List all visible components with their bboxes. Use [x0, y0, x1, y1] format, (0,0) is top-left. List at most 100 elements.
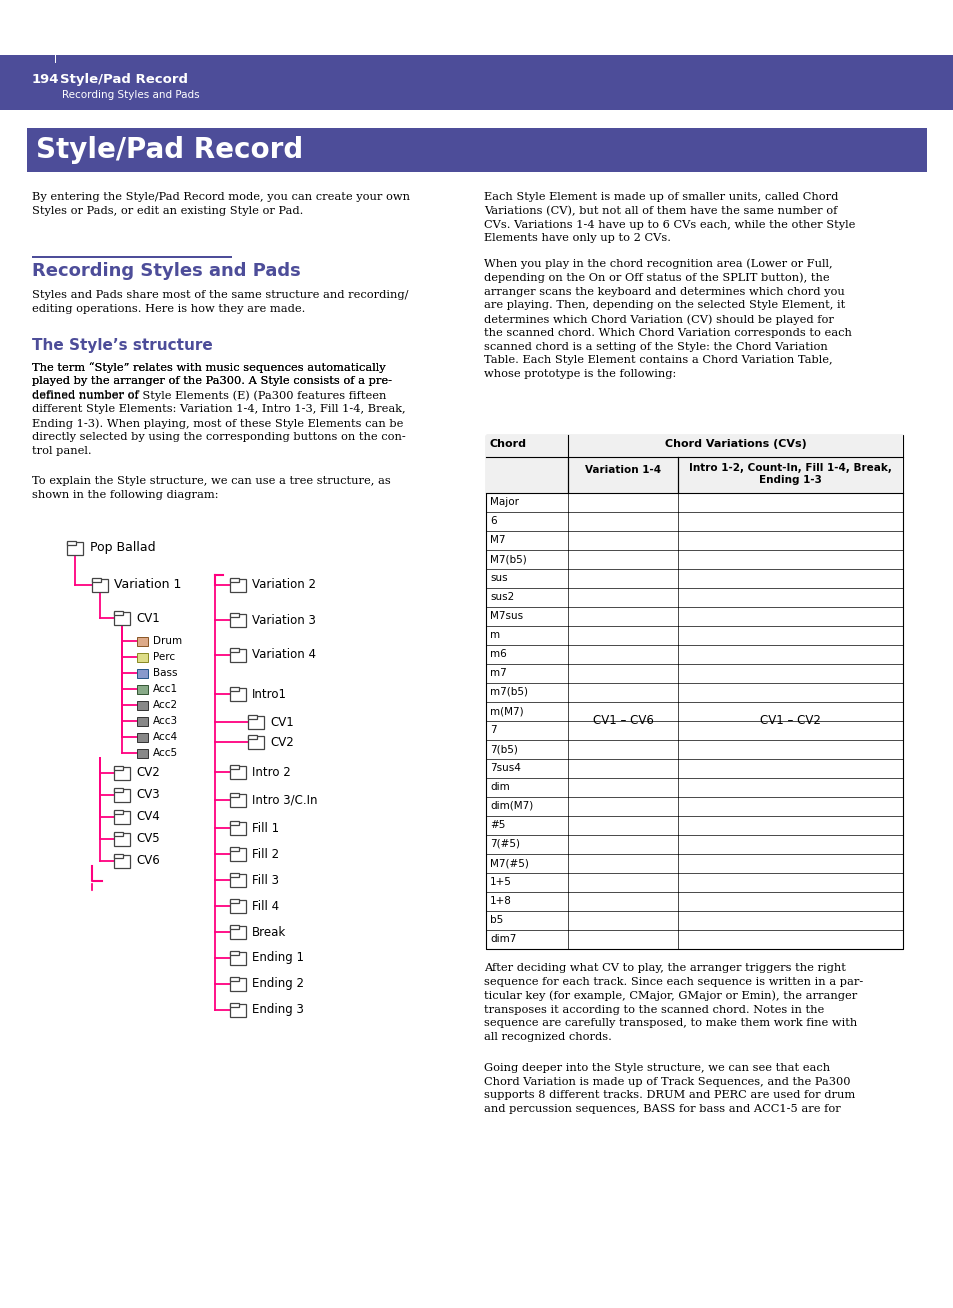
Text: Acc1: Acc1 [152, 684, 178, 695]
Text: Fill 4: Fill 4 [252, 900, 279, 913]
Text: CV2: CV2 [270, 735, 294, 748]
Bar [113, 854, 130, 867]
Text: 7(#5): 7(#5) [490, 838, 519, 849]
Bar [230, 977, 238, 981]
Bar [91, 578, 101, 582]
Text: #5: #5 [490, 820, 505, 831]
Bar [230, 872, 238, 878]
Text: Bass: Bass [152, 668, 177, 678]
Text: Intro1: Intro1 [252, 688, 287, 701]
Bar [113, 765, 123, 770]
Text: When you play in the chord recognition area (Lower or Full,
depending on the On : When you play in the chord recognition a… [483, 258, 851, 379]
Bar [230, 578, 238, 582]
Text: Style/Pad Record: Style/Pad Record [60, 73, 188, 86]
Bar [230, 688, 246, 701]
Text: The term “Style” relates with music sequences automatically
played by the arrang: The term “Style” relates with music sequ… [32, 362, 392, 400]
Text: Fill 3: Fill 3 [252, 874, 278, 887]
Text: Fill 1: Fill 1 [252, 821, 279, 835]
Bar [91, 578, 108, 591]
Text: 7sus4: 7sus4 [490, 763, 520, 773]
Bar [137, 668, 149, 678]
Text: M7sus: M7sus [490, 611, 522, 621]
Text: M7: M7 [490, 535, 505, 545]
Bar [27, 128, 926, 171]
Bar [248, 714, 256, 719]
Bar [230, 874, 246, 887]
Text: 7(b5): 7(b5) [490, 744, 517, 753]
Bar [0, 55, 953, 110]
Polygon shape [0, 55, 953, 110]
Text: 1+8: 1+8 [490, 896, 512, 906]
Text: M7(#5): M7(#5) [490, 858, 528, 869]
Text: Going deeper into the Style structure, we can see that each
Chord Variation is m: Going deeper into the Style structure, w… [483, 1063, 854, 1114]
Bar [230, 900, 246, 913]
Text: Intro 3/C.In: Intro 3/C.In [252, 794, 317, 807]
Text: dim: dim [490, 782, 509, 793]
Text: CV1: CV1 [270, 715, 294, 729]
Text: m(M7): m(M7) [490, 706, 523, 715]
Text: CV5: CV5 [136, 832, 159, 845]
Bar [113, 766, 130, 780]
Text: 194: 194 [32, 73, 59, 86]
Bar [230, 848, 246, 861]
Bar [113, 832, 123, 836]
Text: Variation 1-4: Variation 1-4 [584, 466, 660, 475]
Bar [113, 854, 123, 858]
Bar [230, 613, 246, 627]
Bar [137, 684, 149, 693]
Text: Intro 2: Intro 2 [252, 765, 291, 778]
Text: CV6: CV6 [136, 854, 159, 867]
Bar [230, 977, 246, 990]
Text: Styles and Pads share most of the same structure and recording/
editing operatio: Styles and Pads share most of the same s… [32, 290, 408, 314]
Bar [137, 748, 149, 757]
Bar [230, 612, 238, 617]
Text: 6: 6 [490, 515, 497, 526]
Bar [230, 846, 238, 852]
Text: 7: 7 [490, 725, 497, 735]
Bar [230, 578, 246, 591]
Bar [67, 542, 83, 555]
Bar [230, 926, 246, 939]
Bar [230, 821, 246, 835]
Bar [230, 951, 246, 964]
Text: dim7: dim7 [490, 934, 516, 944]
Text: Acc4: Acc4 [152, 732, 178, 742]
Text: Acc2: Acc2 [152, 700, 178, 710]
Text: sus2: sus2 [490, 593, 514, 602]
Bar [55, 31, 56, 63]
Text: By entering the Style/Pad Record mode, you can create your own
Styles or Pads, o: By entering the Style/Pad Record mode, y… [32, 192, 410, 216]
Text: CV1: CV1 [136, 612, 159, 624]
Text: Chord: Chord [490, 439, 526, 449]
Bar [230, 647, 238, 653]
Bar [113, 832, 130, 845]
Text: Acc3: Acc3 [152, 715, 178, 726]
Bar [230, 820, 238, 825]
Text: Intro 1-2, Count-In, Fill 1-4, Break,
Ending 1-3: Intro 1-2, Count-In, Fill 1-4, Break, En… [688, 463, 891, 485]
Text: m: m [490, 630, 499, 640]
Text: Ending 2: Ending 2 [252, 977, 304, 990]
Bar [230, 687, 238, 691]
Text: sus: sus [490, 573, 507, 583]
Text: CV1 – CV6: CV1 – CV6 [592, 714, 653, 727]
Bar [137, 701, 149, 709]
Text: Drum: Drum [152, 636, 182, 646]
Bar [485, 436, 902, 950]
Bar [248, 735, 264, 748]
Bar [230, 764, 238, 769]
Bar [248, 735, 256, 739]
Text: m6: m6 [490, 649, 506, 659]
Bar [137, 637, 149, 646]
Bar [113, 810, 123, 814]
Bar [113, 811, 130, 824]
Bar [230, 1002, 238, 1007]
Text: CV2: CV2 [136, 766, 159, 780]
Bar [230, 1003, 246, 1016]
Bar [230, 793, 238, 797]
Text: Pop Ballad: Pop Ballad [90, 542, 155, 555]
Text: m7(b5): m7(b5) [490, 687, 527, 697]
Text: CV3: CV3 [136, 789, 159, 802]
Bar [485, 456, 902, 493]
Text: Perc: Perc [152, 651, 175, 662]
Text: The Style’s structure: The Style’s structure [32, 337, 213, 353]
Text: Chord Variations (CVs): Chord Variations (CVs) [664, 439, 805, 449]
